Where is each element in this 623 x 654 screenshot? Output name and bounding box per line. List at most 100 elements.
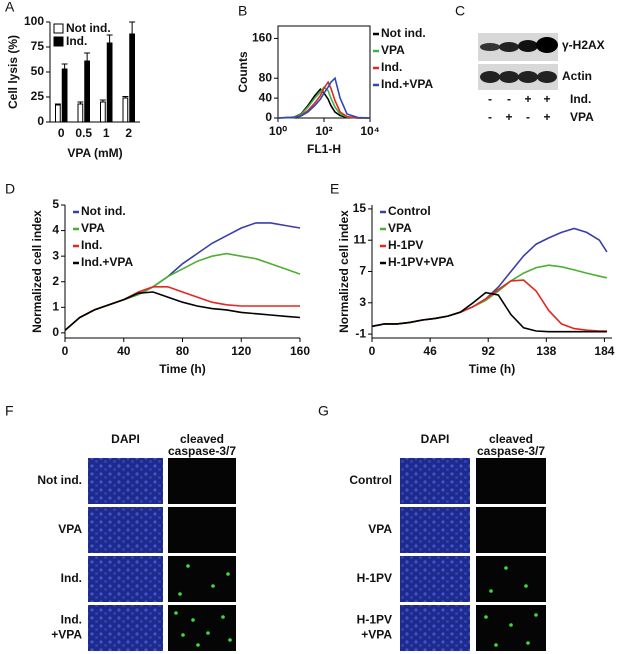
- band: [518, 40, 538, 52]
- row-label: VPA: [368, 522, 392, 536]
- bar: [77, 103, 84, 123]
- bar: [129, 33, 135, 123]
- bar: [84, 60, 90, 123]
- bar: [106, 42, 113, 123]
- x-axis-label: Time (h): [469, 362, 515, 376]
- x-tick-label: 46: [423, 344, 437, 358]
- y-tick-label: 160: [252, 31, 272, 45]
- y-axis-label: Cell lysis (%): [6, 35, 20, 109]
- x-tick-label: 10⁰: [269, 124, 287, 138]
- condition-sign: -: [526, 110, 530, 124]
- caspase-spot: [504, 566, 508, 570]
- legend-label: Not ind.: [66, 21, 111, 35]
- band: [499, 42, 519, 52]
- condition-sign: +: [505, 110, 512, 124]
- row-label: H-1PV: [357, 571, 392, 585]
- micrograph-dapi: [88, 556, 163, 602]
- condition-sign: +: [543, 92, 550, 106]
- y-tick-label: 1: [52, 299, 59, 313]
- row-label: +VPA: [361, 628, 392, 642]
- band: [499, 71, 519, 83]
- band-label: Actin: [562, 69, 592, 83]
- caspase-spot: [484, 615, 488, 619]
- x-tick-label: 10⁴: [360, 124, 379, 138]
- legend-label: Not ind.: [381, 26, 426, 40]
- condition-sign: +: [524, 92, 531, 106]
- caspase-spot: [226, 572, 230, 576]
- caspase-spot: [494, 643, 498, 647]
- bar: [61, 68, 68, 123]
- condition-sign: -: [488, 92, 492, 106]
- micrograph-dapi: [88, 605, 163, 651]
- band: [536, 37, 558, 53]
- legend-label: H-1PV+VPA: [388, 255, 454, 269]
- legend-swatch: [53, 36, 64, 47]
- y-tick-label: 4: [52, 223, 59, 237]
- x-tick-label: 10²: [315, 124, 332, 138]
- column-header: caspase-3/7: [168, 444, 236, 458]
- micrograph-caspase: [168, 556, 236, 602]
- y-tick-label: 25: [31, 89, 45, 103]
- micrograph-dapi: [400, 507, 470, 553]
- panel-letter: A: [5, 0, 15, 15]
- condition-label: Ind.: [570, 92, 591, 106]
- x-tick-label: 92: [482, 344, 496, 358]
- micrograph-dapi: [88, 458, 163, 504]
- y-tick-label: 3: [52, 248, 59, 262]
- legend-label: Ind.+VPA: [81, 255, 133, 269]
- line: [64, 291, 301, 331]
- y-tick-label: 50: [31, 64, 45, 78]
- x-tick-label: 2: [125, 126, 132, 140]
- panel-letter: B: [238, 3, 247, 19]
- panel-letter: D: [5, 181, 15, 197]
- x-axis-label: VPA (mM): [67, 146, 122, 160]
- caspase-spot: [221, 615, 225, 619]
- legend-label: VPA: [81, 221, 105, 235]
- row-label: VPA: [58, 522, 82, 536]
- micrograph-caspase: [476, 556, 546, 602]
- band-label: γ-H2AX: [562, 38, 605, 52]
- row-label: Control: [349, 473, 392, 487]
- line: [371, 291, 607, 333]
- y-tick-label: 15: [353, 201, 367, 215]
- legend-label: Ind.: [81, 238, 102, 252]
- panel-letter: E: [330, 181, 339, 197]
- micrograph-dapi: [400, 458, 470, 504]
- caspase-spot: [526, 641, 530, 645]
- caspase-spot: [206, 631, 210, 635]
- panel-letter: C: [455, 3, 465, 19]
- caspase-spot: [524, 584, 528, 588]
- y-axis-label: Counts: [236, 51, 250, 93]
- y-tick-label: 40: [259, 90, 273, 104]
- x-axis-label: FL1-H: [307, 142, 341, 156]
- y-tick-label: 0: [37, 114, 44, 128]
- caspase-spot: [174, 611, 178, 615]
- y-axis-label: Normalized cell index: [337, 210, 351, 333]
- row-label: +VPA: [51, 628, 82, 642]
- x-tick-label: 0: [369, 344, 376, 358]
- micrograph-caspase: [168, 507, 236, 553]
- row-label: Not ind.: [37, 473, 82, 487]
- condition-sign: -: [488, 110, 492, 124]
- y-tick-label: 7: [359, 264, 366, 278]
- caspase-spot: [178, 592, 182, 596]
- condition-sign: -: [507, 92, 511, 106]
- frame: [277, 25, 371, 119]
- legend-label: Not ind.: [81, 204, 126, 218]
- x-tick-label: 0: [62, 344, 69, 358]
- micrograph-caspase: [476, 458, 546, 504]
- y-tick-label: 3: [359, 295, 366, 309]
- legend-label: H-1PV: [388, 238, 423, 252]
- band: [480, 43, 500, 51]
- y-tick-label: 80: [259, 70, 273, 84]
- line: [277, 76, 371, 119]
- x-tick-label: 160: [290, 344, 310, 358]
- x-tick-label: 184: [594, 344, 614, 358]
- micrograph-dapi: [88, 507, 163, 553]
- caspase-spot: [191, 618, 195, 622]
- x-tick-label: 0: [58, 126, 65, 140]
- bar: [55, 104, 61, 123]
- column-header: DAPI: [421, 432, 450, 446]
- caspase-spot: [186, 564, 190, 568]
- caspase-spot: [509, 623, 513, 627]
